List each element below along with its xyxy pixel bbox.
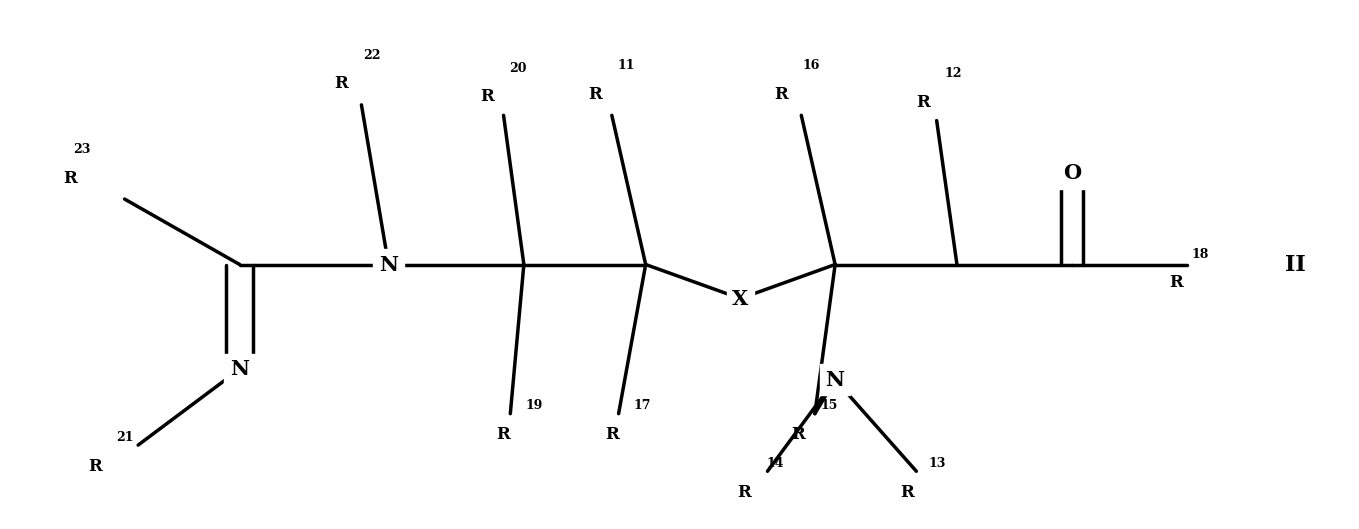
Text: R: R xyxy=(1170,275,1184,291)
Text: 11: 11 xyxy=(617,59,635,72)
Text: 19: 19 xyxy=(525,399,542,412)
Text: R: R xyxy=(916,94,930,111)
Text: R: R xyxy=(738,484,752,500)
Text: N: N xyxy=(379,254,398,275)
Text: R: R xyxy=(792,426,806,443)
Text: R: R xyxy=(88,458,102,475)
Text: R: R xyxy=(588,86,602,103)
Text: 13: 13 xyxy=(928,457,946,470)
Text: R: R xyxy=(605,426,618,443)
Text: R: R xyxy=(481,88,495,105)
Text: 16: 16 xyxy=(803,59,819,72)
Text: R: R xyxy=(334,76,348,93)
Text: R: R xyxy=(496,426,511,443)
Text: X: X xyxy=(733,288,749,308)
Text: 22: 22 xyxy=(363,49,381,61)
Text: 20: 20 xyxy=(510,62,526,75)
Text: R: R xyxy=(775,86,788,103)
Text: N: N xyxy=(825,370,845,390)
Text: 23: 23 xyxy=(73,143,91,156)
Text: 15: 15 xyxy=(821,399,837,412)
Text: 14: 14 xyxy=(766,457,784,470)
Text: R: R xyxy=(900,484,913,500)
Text: 18: 18 xyxy=(1190,248,1208,260)
Text: 17: 17 xyxy=(633,399,651,412)
Text: II: II xyxy=(1286,253,1306,276)
Text: R: R xyxy=(64,170,77,187)
Text: 12: 12 xyxy=(945,67,962,80)
Text: 21: 21 xyxy=(117,431,135,444)
Text: N: N xyxy=(230,359,249,379)
Text: O: O xyxy=(1063,163,1080,183)
